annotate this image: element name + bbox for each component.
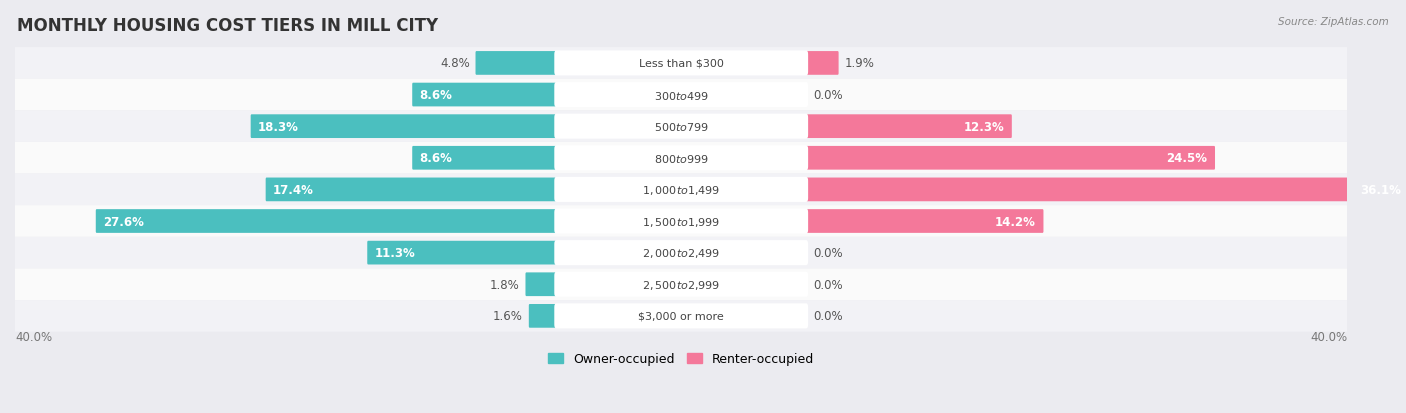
Text: $3,000 or more: $3,000 or more xyxy=(638,311,724,321)
FancyBboxPatch shape xyxy=(526,273,557,297)
Text: 18.3%: 18.3% xyxy=(259,120,299,133)
FancyBboxPatch shape xyxy=(554,146,808,171)
FancyBboxPatch shape xyxy=(475,52,557,76)
FancyBboxPatch shape xyxy=(806,115,1012,139)
FancyBboxPatch shape xyxy=(554,272,808,297)
FancyBboxPatch shape xyxy=(806,178,1406,202)
FancyBboxPatch shape xyxy=(554,51,808,76)
Text: 0.0%: 0.0% xyxy=(813,310,842,323)
Text: $2,500 to $2,999: $2,500 to $2,999 xyxy=(643,278,720,291)
Text: Less than $300: Less than $300 xyxy=(638,59,724,69)
FancyBboxPatch shape xyxy=(806,210,1043,233)
Text: $500 to $799: $500 to $799 xyxy=(654,121,709,133)
FancyBboxPatch shape xyxy=(266,178,557,202)
Text: 17.4%: 17.4% xyxy=(273,183,314,197)
FancyBboxPatch shape xyxy=(529,304,557,328)
Text: 12.3%: 12.3% xyxy=(963,120,1004,133)
FancyBboxPatch shape xyxy=(15,269,1347,300)
Text: 4.8%: 4.8% xyxy=(440,57,470,70)
Text: 8.6%: 8.6% xyxy=(420,152,453,165)
FancyBboxPatch shape xyxy=(412,83,557,107)
Text: 40.0%: 40.0% xyxy=(1310,330,1347,343)
FancyBboxPatch shape xyxy=(554,304,808,329)
Legend: Owner-occupied, Renter-occupied: Owner-occupied, Renter-occupied xyxy=(543,347,820,370)
Text: 0.0%: 0.0% xyxy=(813,278,842,291)
FancyBboxPatch shape xyxy=(15,174,1347,206)
Text: 24.5%: 24.5% xyxy=(1167,152,1208,165)
FancyBboxPatch shape xyxy=(15,48,1347,80)
Text: $1,000 to $1,499: $1,000 to $1,499 xyxy=(643,183,720,197)
FancyBboxPatch shape xyxy=(250,115,557,139)
FancyBboxPatch shape xyxy=(554,114,808,139)
Text: $300 to $499: $300 to $499 xyxy=(654,89,709,101)
Text: Source: ZipAtlas.com: Source: ZipAtlas.com xyxy=(1278,17,1389,26)
FancyBboxPatch shape xyxy=(554,83,808,108)
FancyBboxPatch shape xyxy=(806,52,838,76)
FancyBboxPatch shape xyxy=(412,147,557,170)
Text: 36.1%: 36.1% xyxy=(1360,183,1400,197)
FancyBboxPatch shape xyxy=(806,147,1215,170)
Text: 1.9%: 1.9% xyxy=(845,57,875,70)
Text: 11.3%: 11.3% xyxy=(375,247,416,259)
Text: 14.2%: 14.2% xyxy=(995,215,1036,228)
Text: 8.6%: 8.6% xyxy=(420,89,453,102)
Text: $1,500 to $1,999: $1,500 to $1,999 xyxy=(643,215,720,228)
FancyBboxPatch shape xyxy=(554,178,808,202)
Text: $800 to $999: $800 to $999 xyxy=(654,152,709,164)
FancyBboxPatch shape xyxy=(367,241,557,265)
FancyBboxPatch shape xyxy=(15,300,1347,332)
Text: $2,000 to $2,499: $2,000 to $2,499 xyxy=(643,247,720,259)
Text: 40.0%: 40.0% xyxy=(15,330,52,343)
Text: MONTHLY HOUSING COST TIERS IN MILL CITY: MONTHLY HOUSING COST TIERS IN MILL CITY xyxy=(17,17,439,34)
FancyBboxPatch shape xyxy=(15,142,1347,174)
FancyBboxPatch shape xyxy=(15,206,1347,237)
Text: 0.0%: 0.0% xyxy=(813,247,842,259)
Text: 0.0%: 0.0% xyxy=(813,89,842,102)
Text: 1.8%: 1.8% xyxy=(489,278,520,291)
Text: 27.6%: 27.6% xyxy=(103,215,145,228)
FancyBboxPatch shape xyxy=(554,240,808,266)
Text: 1.6%: 1.6% xyxy=(494,310,523,323)
FancyBboxPatch shape xyxy=(15,237,1347,269)
FancyBboxPatch shape xyxy=(15,80,1347,111)
FancyBboxPatch shape xyxy=(15,111,1347,142)
FancyBboxPatch shape xyxy=(554,209,808,234)
FancyBboxPatch shape xyxy=(96,210,557,233)
